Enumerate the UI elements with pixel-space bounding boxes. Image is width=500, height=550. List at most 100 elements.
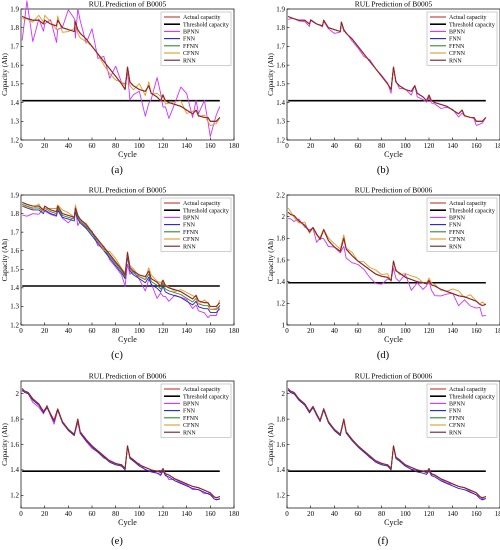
legend-label-bpnn: BPNN — [183, 216, 200, 222]
panel-label-b: (b) — [376, 165, 390, 176]
series-rnn-overlay — [287, 388, 486, 499]
y-tick-label: 1.5 — [10, 266, 19, 274]
y-tick-label: 1.2 — [10, 136, 19, 144]
x-tick-label: 80 — [378, 142, 386, 150]
x-tick-label: 60 — [89, 510, 97, 518]
x-tick-label: 0 — [19, 510, 23, 518]
x-tick-label: 120 — [158, 327, 169, 335]
y-tick-label: 1.3 — [276, 118, 285, 126]
series-rnn-overlay — [22, 16, 221, 122]
y-tick-label: 1.4 — [10, 99, 19, 107]
x-tick-label: 40 — [331, 510, 339, 518]
chart-panel-2: RUL Prediction of B0005 0 20 40 60 80 100 120 14… — [266, 0, 500, 159]
y-axis-label: Capacity (Ah) — [0, 238, 9, 281]
x-tick-label: 0 — [285, 142, 289, 150]
x-tick-label: 120 — [424, 327, 435, 335]
x-tick-label: 160 — [205, 327, 216, 335]
x-tick-label: 160 — [205, 510, 216, 518]
y-tick-label: 1.6 — [276, 441, 285, 449]
y-tick-label: 1.8 — [276, 24, 285, 32]
y-tick-label: 1.4 — [10, 284, 19, 292]
legend-label-threshold: Threshold capacity — [183, 208, 229, 214]
y-axis-label: Capacity (Ah) — [0, 423, 9, 466]
x-tick-label: 120 — [424, 510, 435, 518]
legend-label-cfnn: CFNN — [183, 237, 200, 243]
x-tick-label: 180 — [495, 510, 500, 518]
legend-label-threshold: Threshold capacity — [449, 22, 495, 28]
legend-label-actual: Actual capacity — [449, 201, 486, 207]
panel-label-f: (f) — [377, 536, 389, 547]
x-tick-label: 60 — [89, 142, 97, 150]
legend-label-ffnn: FFNN — [449, 230, 465, 236]
x-tick-label: 120 — [158, 142, 169, 150]
panel-label-a: (a) — [111, 165, 123, 176]
legend-label-threshold: Threshold capacity — [449, 394, 495, 400]
legend-label-actual: Actual capacity — [449, 387, 486, 393]
y-tick-label: 1.2 — [276, 136, 285, 144]
legend-label-rnn: RNN — [449, 244, 462, 250]
y-tick-label: 2.2 — [276, 191, 285, 199]
legend-label-cfnn: CFNN — [449, 51, 466, 57]
y-tick-label: 1.6 — [10, 247, 19, 255]
series-fnn-line — [21, 389, 220, 501]
y-axis-label: Capacity (Ah) — [266, 53, 275, 96]
y-tick-label: 1.8 — [10, 24, 19, 32]
x-tick-label: 20 — [307, 142, 315, 150]
x-tick-label: 140 — [447, 327, 458, 335]
y-axis-label: Capacity (Ah) — [266, 238, 275, 281]
y-tick-label: 1.8 — [276, 235, 285, 243]
series-rnn-overlay — [287, 212, 486, 306]
y-tick-label: 1.7 — [276, 43, 285, 51]
x-tick-label: 60 — [355, 327, 363, 335]
x-axis-label: Cycle — [384, 518, 403, 527]
x-tick-label: 80 — [112, 510, 120, 518]
legend-label-ffnn: FFNN — [449, 44, 465, 50]
panel-label-d: (d) — [376, 350, 390, 361]
legend-label-rnn: RNN — [183, 244, 196, 250]
y-tick-label: 1.7 — [10, 228, 19, 236]
y-tick-label: 1.9 — [10, 5, 19, 13]
chart-title: RUL Prediction of B0005 — [89, 0, 167, 9]
legend-label-actual: Actual capacity — [183, 201, 220, 207]
y-tick-label: 1.2 — [10, 492, 19, 500]
y-tick-label: 1.5 — [276, 80, 285, 88]
chart-title: RUL Prediction of B0005 — [355, 0, 433, 9]
chart-title: RUL Prediction of B0005 — [89, 186, 167, 195]
y-tick-label: 1.2 — [276, 492, 285, 500]
x-tick-label: 0 — [285, 327, 289, 335]
x-tick-label: 100 — [400, 142, 411, 150]
y-tick-label: 2 — [282, 213, 286, 221]
legend-label-ffnn: FFNN — [183, 416, 199, 422]
legend-label-threshold: Threshold capacity — [183, 394, 229, 400]
y-tick-label: 1.7 — [10, 43, 19, 51]
y-tick-label: 1.4 — [276, 466, 285, 474]
legend-label-actual: Actual capacity — [183, 15, 220, 21]
legend-label-fnn: FNN — [183, 223, 196, 229]
y-tick-label: 1.4 — [276, 99, 285, 107]
legend-label-rnn: RNN — [449, 430, 462, 436]
series-rnn-overlay — [22, 202, 221, 307]
x-tick-label: 40 — [65, 142, 73, 150]
series-rnn-overlay — [21, 388, 220, 499]
panel-label-e: (e) — [111, 536, 123, 547]
y-tick-label: 1.6 — [10, 441, 19, 449]
x-tick-label: 140 — [447, 510, 458, 518]
legend-label-bpnn: BPNN — [449, 30, 466, 36]
legend-label-cfnn: CFNN — [449, 237, 466, 243]
x-tick-label: 100 — [400, 510, 411, 518]
y-tick-label: 1.9 — [276, 5, 285, 13]
y-tick-label: 1.6 — [276, 61, 285, 69]
x-axis-label: Cycle — [384, 335, 403, 344]
legend-label-rnn: RNN — [183, 430, 196, 436]
y-axis-label: Capacity (Ah) — [266, 423, 275, 466]
y-tick-label: 1.9 — [10, 191, 19, 199]
legend-label-cfnn: CFNN — [183, 51, 200, 57]
y-tick-label: 1 — [282, 321, 286, 329]
x-tick-label: 120 — [158, 510, 169, 518]
legend-label-rnn: RNN — [183, 58, 196, 64]
y-tick-label: 1.4 — [10, 466, 19, 474]
legend-label-bpnn: BPNN — [183, 30, 200, 36]
